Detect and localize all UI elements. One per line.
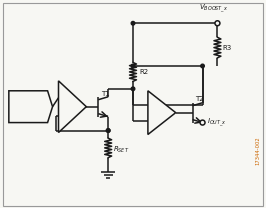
Circle shape	[131, 64, 135, 68]
Text: +: +	[152, 116, 158, 125]
Text: +: +	[63, 93, 69, 102]
Circle shape	[131, 87, 135, 91]
Text: −: −	[63, 111, 69, 120]
Text: T2: T2	[195, 96, 203, 102]
Circle shape	[201, 64, 204, 68]
Polygon shape	[59, 81, 86, 132]
Circle shape	[106, 129, 110, 132]
Text: DAC: DAC	[20, 109, 37, 115]
Circle shape	[106, 129, 110, 132]
Circle shape	[131, 21, 135, 25]
Polygon shape	[9, 91, 53, 123]
Text: $R_{SET}$: $R_{SET}$	[113, 145, 130, 155]
Circle shape	[200, 120, 205, 125]
Text: 17344-002: 17344-002	[256, 136, 261, 165]
Polygon shape	[148, 91, 176, 135]
Text: −: −	[152, 100, 158, 109]
Text: R3: R3	[222, 45, 232, 51]
Circle shape	[215, 21, 220, 26]
Text: $I_{OUT\_x}$: $I_{OUT\_x}$	[207, 116, 227, 129]
Text: 16-BIT: 16-BIT	[15, 99, 41, 105]
Text: R2: R2	[139, 69, 148, 75]
Text: T1: T1	[101, 91, 110, 97]
FancyBboxPatch shape	[3, 3, 263, 206]
Text: A2: A2	[155, 114, 164, 120]
Text: $V_{BOOST\_x}$: $V_{BOOST\_x}$	[199, 3, 228, 15]
Text: A1: A1	[66, 108, 75, 114]
